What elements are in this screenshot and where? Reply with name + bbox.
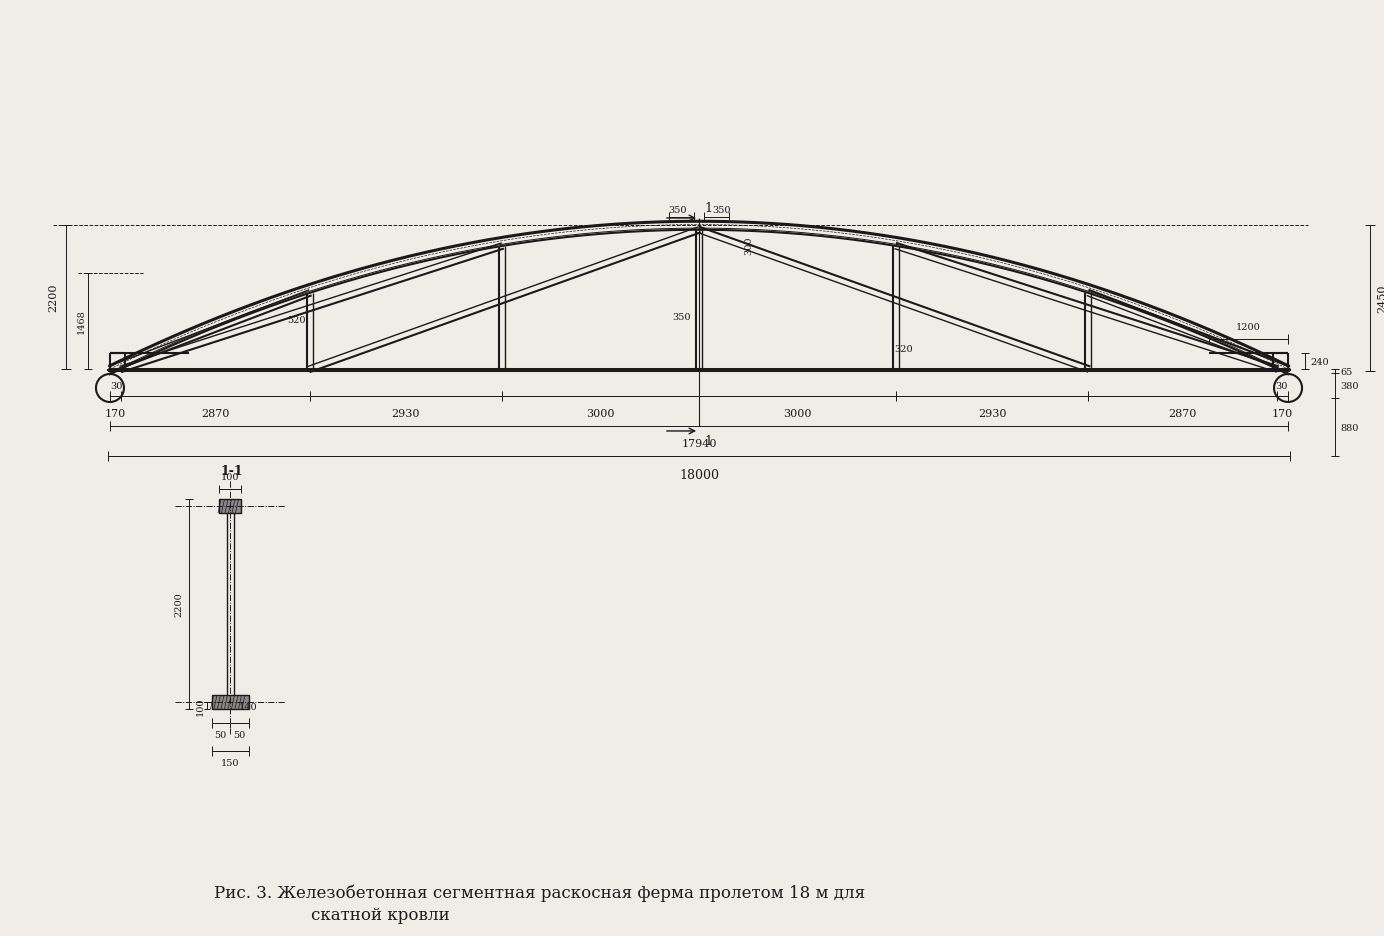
Text: скатной кровли: скатной кровли — [310, 906, 450, 923]
Text: 1: 1 — [704, 202, 711, 215]
Text: 150: 150 — [221, 758, 239, 768]
Text: 100: 100 — [221, 473, 239, 481]
Text: 30: 30 — [109, 382, 122, 391]
Text: 520: 520 — [288, 316, 306, 325]
Text: 2450: 2450 — [1377, 285, 1384, 313]
Text: 240: 240 — [1311, 358, 1329, 366]
Text: 3000: 3000 — [587, 408, 614, 418]
Text: 140: 140 — [238, 703, 257, 711]
Text: 65: 65 — [1340, 367, 1352, 376]
Text: 2870: 2870 — [1168, 408, 1197, 418]
Text: 880: 880 — [1340, 423, 1358, 432]
Text: 30: 30 — [1276, 382, 1289, 391]
Text: 50: 50 — [215, 730, 227, 739]
Text: 170: 170 — [105, 408, 126, 418]
Text: 350: 350 — [667, 206, 686, 214]
Text: 3000: 3000 — [783, 408, 812, 418]
Bar — [212, 695, 249, 709]
Text: 2930: 2930 — [978, 408, 1006, 418]
Text: 2870: 2870 — [201, 408, 230, 418]
Text: 17940: 17940 — [681, 438, 717, 448]
Text: 1: 1 — [704, 435, 711, 448]
Bar — [219, 500, 241, 514]
Text: 18000: 18000 — [680, 469, 720, 481]
Text: 1-1: 1-1 — [220, 465, 244, 478]
Text: 350: 350 — [671, 313, 691, 322]
Text: 170: 170 — [1272, 408, 1293, 418]
Text: 2200: 2200 — [48, 284, 58, 312]
Text: 380: 380 — [1340, 382, 1359, 391]
Text: 2200: 2200 — [174, 592, 183, 617]
Text: 350: 350 — [711, 206, 731, 214]
Text: 2930: 2930 — [392, 408, 421, 418]
Text: Рис. 3. Железобетонная сегментная раскосная ферма пролетом 18 м для: Рис. 3. Железобетонная сегментная раскос… — [215, 885, 865, 901]
Text: 1200: 1200 — [1236, 322, 1261, 331]
Text: 300: 300 — [745, 236, 753, 255]
Text: 320: 320 — [894, 344, 913, 354]
Text: 100: 100 — [197, 696, 205, 715]
Text: 50: 50 — [233, 730, 245, 739]
Text: 1468: 1468 — [78, 309, 86, 334]
